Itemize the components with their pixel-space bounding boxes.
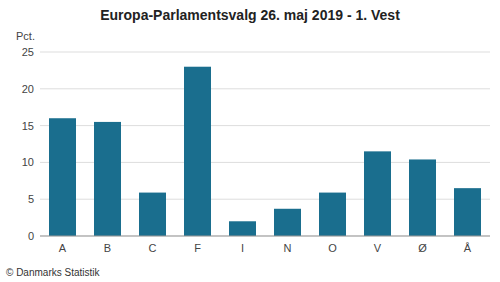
bar bbox=[94, 122, 121, 236]
footer: © Danmarks Statistik bbox=[6, 267, 101, 278]
bar bbox=[274, 209, 301, 236]
x-tick-label: C bbox=[149, 242, 157, 254]
grid bbox=[40, 52, 490, 236]
y-tick-label: 5 bbox=[28, 193, 34, 205]
bar bbox=[229, 221, 256, 236]
y-tick-label: 25 bbox=[22, 46, 34, 58]
x-tick-label: I bbox=[241, 242, 244, 254]
x-tick-label: A bbox=[59, 242, 67, 254]
x-tick-label: N bbox=[284, 242, 292, 254]
y-tick-label: 10 bbox=[22, 156, 34, 168]
x-tick-label: F bbox=[194, 242, 201, 254]
bar bbox=[364, 151, 391, 236]
y-tick-label: 15 bbox=[22, 120, 34, 132]
x-tick-label: O bbox=[328, 242, 337, 254]
y-axis-label: Pct. bbox=[16, 30, 35, 42]
grid-line bbox=[40, 88, 490, 89]
bar bbox=[454, 188, 481, 236]
grid-line bbox=[40, 52, 490, 53]
bar bbox=[49, 118, 76, 236]
bar bbox=[409, 159, 436, 236]
bar bbox=[319, 193, 346, 236]
x-tick-label: Ø bbox=[418, 242, 427, 254]
x-tick-label: V bbox=[374, 242, 382, 254]
grid-line bbox=[40, 236, 490, 237]
x-tick-label: Å bbox=[464, 242, 472, 254]
title: Europa-Parlamentsvalg 26. maj 2019 - 1. … bbox=[100, 7, 400, 23]
bar bbox=[184, 67, 211, 236]
bar bbox=[139, 193, 166, 236]
y-tick-label: 20 bbox=[22, 83, 34, 95]
y-tick-label: 0 bbox=[28, 230, 34, 242]
background bbox=[0, 0, 500, 282]
bars bbox=[49, 67, 481, 236]
chart: Europa-Parlamentsvalg 26. maj 2019 - 1. … bbox=[0, 0, 500, 282]
x-axis-line bbox=[40, 236, 490, 237]
x-tick-label: B bbox=[104, 242, 111, 254]
chart-container: Europa-Parlamentsvalg 26. maj 2019 - 1. … bbox=[0, 0, 500, 282]
